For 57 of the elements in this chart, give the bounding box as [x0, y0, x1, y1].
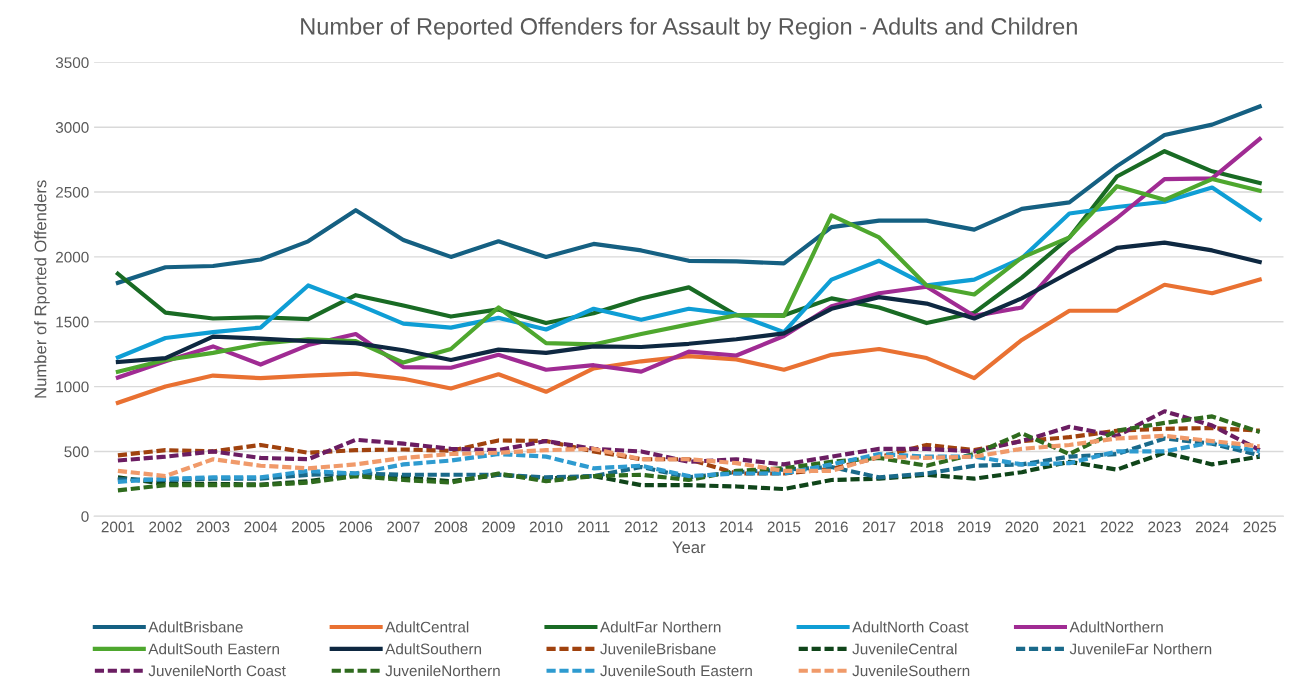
y-tick-label: 1000 — [56, 381, 89, 393]
x-tick-label: 2023 — [1148, 521, 1181, 533]
legend-label: AdultBrisbane — [148, 621, 243, 633]
legend-label: AdultNorthern — [1069, 621, 1163, 633]
line-series — [115, 240, 1262, 365]
x-tick-label: 2008 — [434, 521, 468, 533]
legend-label: JuvenileBrisbane — [600, 643, 716, 655]
legend-label: AdultFar Northern — [600, 621, 721, 633]
y-tick-label: 1500 — [56, 316, 89, 328]
x-tick-label: 2024 — [1195, 521, 1229, 533]
legend-label: JuvenileSouthern — [852, 665, 970, 677]
x-tick-label: 2014 — [720, 521, 753, 533]
y-tick-label: 2000 — [56, 251, 89, 263]
x-tick-label: 2003 — [196, 521, 230, 533]
y-tick-label: 0 — [81, 511, 89, 522]
y-tick-label: 2500 — [56, 186, 89, 198]
x-tick-label: 2019 — [958, 521, 991, 533]
x-tick-label: 2020 — [1005, 521, 1039, 533]
line-series — [115, 426, 1262, 476]
x-tick-label: 2006 — [339, 521, 373, 533]
line-series — [115, 414, 1262, 493]
legend-label: JuvenileNorth Coast — [148, 665, 286, 677]
y-tick-label: 3500 — [55, 57, 89, 69]
legend-label: JuvenileSouth Eastern — [600, 665, 752, 677]
chart-title: Number of Reported Offenders for Assault by Region - Adults and Children — [301, 17, 1077, 40]
x-tick-label: 2002 — [149, 521, 182, 533]
line-series — [115, 450, 1262, 492]
legend-label: AdultSouth Eastern — [148, 643, 279, 655]
x-tick-label: 2009 — [482, 521, 515, 533]
x-tick-label: 2012 — [624, 521, 658, 533]
x-tick-label: 2001 — [101, 521, 135, 533]
x-tick-label: 2007 — [387, 521, 420, 533]
legend-label: AdultSouthern — [385, 643, 482, 655]
legend-label: AdultCentral — [385, 621, 469, 633]
x-tick-label: 2013 — [672, 521, 706, 533]
y-tick-label: 500 — [64, 446, 89, 458]
x-tick-label: 2005 — [291, 521, 325, 533]
line-series — [115, 104, 1262, 285]
x-tick-label: 2011 — [577, 521, 610, 533]
x-axis-title: Year — [672, 541, 706, 554]
x-tick-label: 2015 — [767, 521, 801, 533]
y-axis-title: Number of Rported Offenders — [34, 180, 50, 398]
x-tick-label: 2004 — [244, 521, 278, 533]
legend-label: JuvenileNorthern — [385, 665, 500, 677]
legend-label: JuvenileFar Northern — [1069, 643, 1212, 655]
line-series — [115, 409, 1262, 467]
x-tick-label: 2017 — [862, 521, 896, 533]
x-tick-label: 2010 — [529, 521, 563, 533]
legend-label: AdultNorth Coast — [852, 621, 969, 633]
y-tick-label: 3000 — [55, 122, 89, 133]
legend-label: JuvenileCentral — [852, 643, 957, 655]
line-series — [115, 277, 1262, 405]
x-tick-label: 2016 — [815, 521, 848, 533]
x-tick-label: 2025 — [1243, 521, 1277, 533]
x-tick-label: 2022 — [1100, 521, 1134, 533]
x-tick-label: 2021 — [1053, 521, 1086, 533]
x-tick-label: 2018 — [910, 521, 943, 533]
